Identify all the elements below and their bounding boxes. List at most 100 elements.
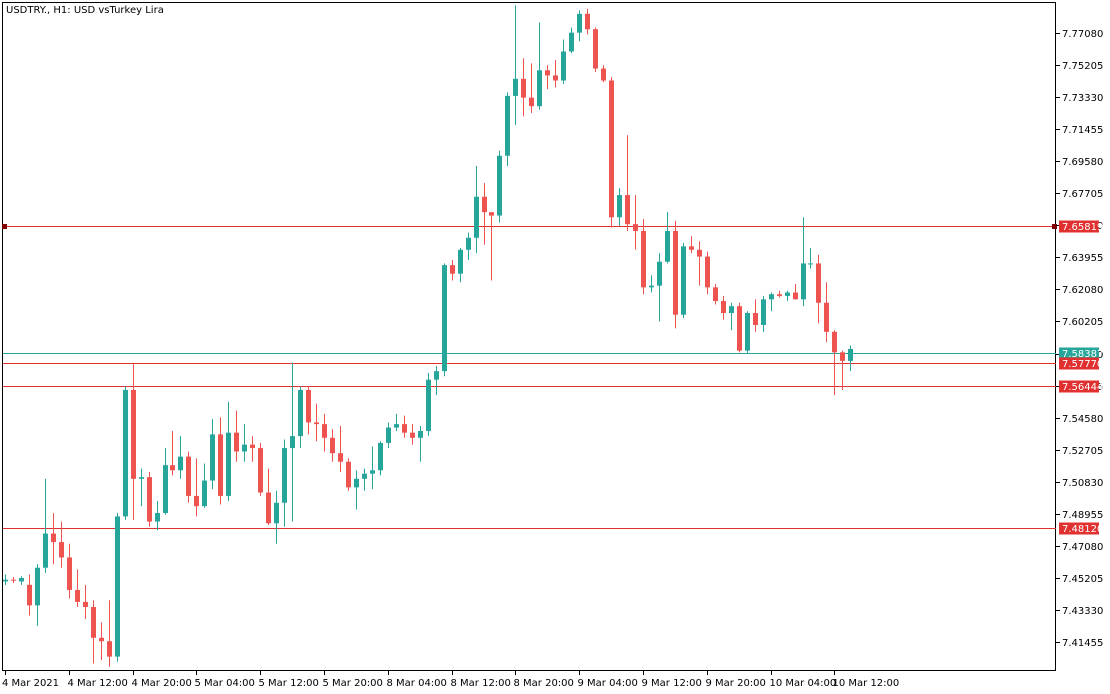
candle — [489, 212, 494, 281]
x-tick-label: 5 Mar 20:00 — [323, 678, 383, 689]
candle — [442, 263, 447, 377]
y-tick-label: 7.60205 — [1062, 317, 1103, 328]
candle — [99, 622, 104, 661]
candle — [250, 436, 255, 462]
candle — [274, 490, 279, 544]
candle — [521, 58, 526, 117]
candle — [139, 468, 144, 507]
candle — [266, 468, 271, 525]
candle — [633, 195, 638, 250]
candle — [67, 543, 72, 599]
candle — [123, 386, 128, 520]
x-tick-label: 8 Mar 04:00 — [387, 678, 447, 689]
candle — [577, 10, 582, 42]
candle — [832, 330, 837, 396]
candle — [482, 183, 487, 245]
candle — [848, 345, 853, 372]
candle — [777, 290, 782, 298]
x-tick-label: 8 Mar 12:00 — [451, 678, 511, 689]
candle — [513, 5, 518, 125]
x-tick-label: 8 Mar 20:00 — [514, 678, 574, 689]
y-tick-label: 7.62080 — [1062, 285, 1103, 296]
y-tick-label: 7.47080 — [1062, 542, 1103, 553]
candle — [338, 425, 343, 472]
y-tick-label: 7.43330 — [1062, 606, 1103, 617]
candle — [298, 386, 303, 449]
x-tick-label: 9 Mar 20:00 — [706, 678, 766, 689]
x-tick-label: 9 Mar 12:00 — [642, 678, 702, 689]
candle — [290, 362, 295, 522]
candle — [83, 584, 88, 620]
candle — [793, 283, 798, 300]
candle — [785, 290, 790, 302]
candle — [59, 521, 64, 568]
y-tick-label: 7.63955 — [1062, 253, 1103, 264]
candle — [194, 458, 199, 517]
candle — [242, 424, 247, 462]
candle — [155, 501, 160, 531]
line-handle-left[interactable] — [2, 224, 7, 229]
candle — [673, 220, 678, 329]
candle — [434, 366, 439, 396]
candle — [226, 401, 231, 502]
price-axis: 7.77080 7.75205 7.73330 7.71455 7.69580 7.677… — [1056, 29, 1103, 649]
candle — [537, 22, 542, 110]
x-tick-label: 4 Mar 2021 — [2, 678, 59, 689]
candle — [330, 429, 335, 462]
candle — [107, 600, 112, 667]
candle — [681, 242, 686, 319]
candle — [593, 27, 598, 72]
y-tick-label: 7.69580 — [1062, 157, 1103, 168]
y-tick-label: 7.41455 — [1062, 638, 1103, 649]
candle — [753, 299, 758, 332]
candle — [497, 150, 502, 223]
y-tick-label: 7.54580 — [1062, 414, 1103, 425]
candle — [426, 372, 431, 437]
candle — [458, 248, 463, 283]
y-tick-label: 7.73330 — [1062, 93, 1103, 104]
y-tick-label: 7.52705 — [1062, 446, 1103, 457]
candle — [170, 430, 175, 476]
candle — [585, 8, 590, 35]
x-tick-label: 5 Mar 12:00 — [259, 678, 319, 689]
candle — [147, 471, 152, 527]
candles-group — [3, 5, 853, 667]
x-tick-label: 10 Mar 04:00 — [770, 678, 837, 689]
candle — [306, 386, 311, 435]
y-tick-label: 7.67705 — [1062, 189, 1103, 200]
candle — [378, 441, 383, 476]
candle — [362, 468, 367, 491]
x-tick-label: 9 Mar 04:00 — [578, 678, 638, 689]
candle — [27, 574, 32, 616]
price-label-4: 7.48120 — [1059, 522, 1103, 535]
price-label-2: 7.57770 — [1059, 357, 1103, 370]
candle — [3, 574, 8, 585]
candle — [163, 448, 168, 515]
candle — [450, 260, 455, 281]
line-handle-right[interactable] — [1052, 224, 1057, 229]
candle — [51, 513, 56, 565]
candle — [609, 77, 614, 228]
chart-title: USDTRY., H1: USD vsTurkey Lira — [6, 5, 164, 16]
candle — [43, 478, 48, 573]
candle — [131, 364, 136, 520]
price-label-text: 7.57770 — [1062, 359, 1103, 370]
candle — [745, 311, 750, 355]
price-label-text: 7.58387 — [1062, 349, 1103, 360]
candle — [258, 442, 263, 496]
candle — [282, 439, 287, 527]
candle — [322, 413, 327, 452]
candle — [394, 413, 399, 431]
candle — [649, 275, 654, 293]
candle — [657, 253, 662, 322]
y-tick-label: 7.71455 — [1062, 125, 1103, 136]
candle — [354, 470, 359, 510]
candle — [418, 425, 423, 462]
candle — [761, 295, 766, 332]
price-label-3: 7.56444 — [1059, 380, 1103, 393]
y-tick-label: 7.75205 — [1062, 61, 1103, 72]
price-label-0: 7.65819 — [1059, 220, 1103, 233]
candle — [641, 218, 646, 295]
